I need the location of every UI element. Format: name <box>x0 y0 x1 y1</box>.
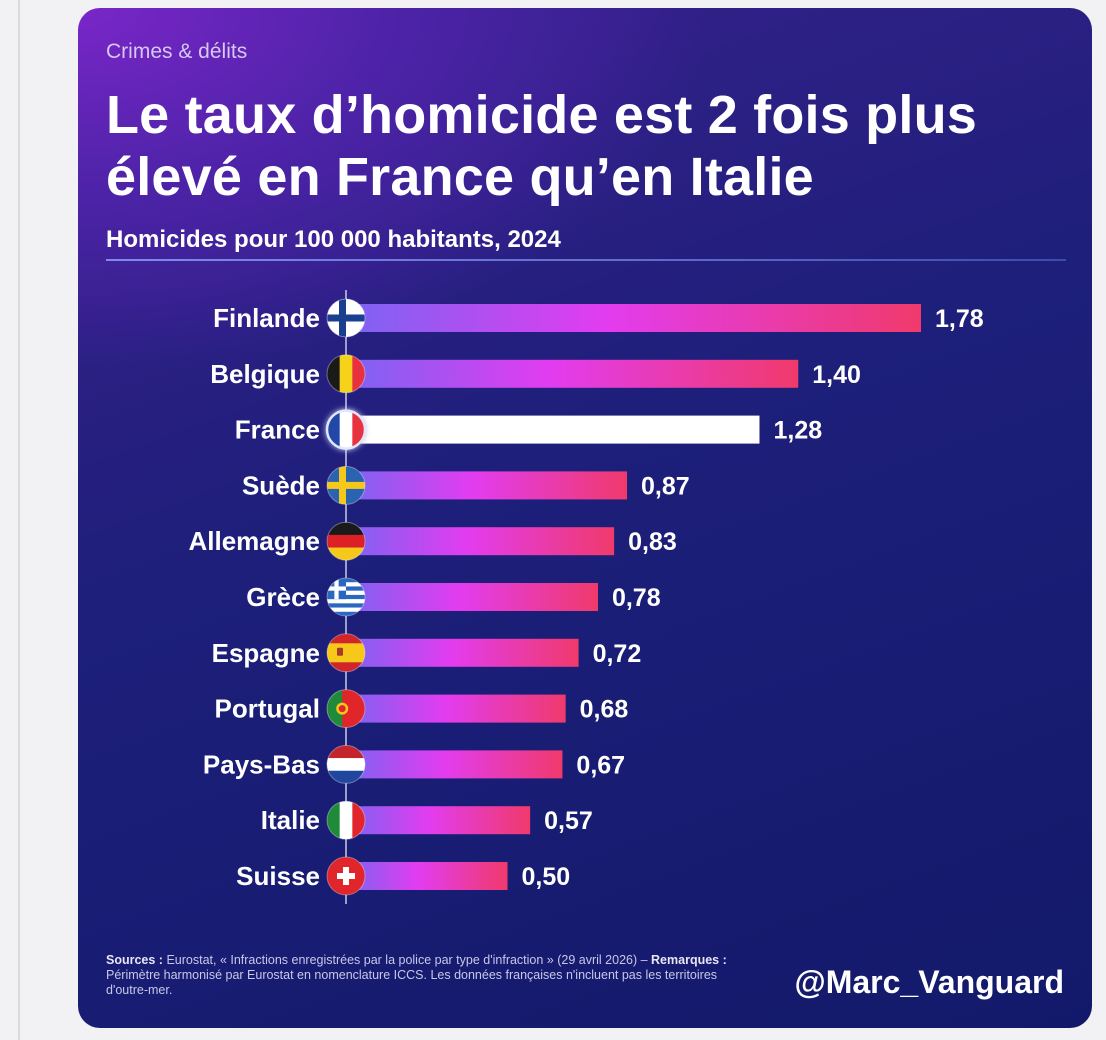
bar-belgique <box>346 359 799 388</box>
flag-spain-icon <box>326 633 366 673</box>
value-label: 0,72 <box>593 640 642 668</box>
bar-italie <box>346 806 531 835</box>
subtitle-divider <box>106 259 1066 261</box>
sources-label: Sources : <box>106 953 163 967</box>
value-label: 0,68 <box>580 696 629 724</box>
kicker-label: Crimes & délits <box>106 40 248 63</box>
flag-germany-icon <box>326 521 366 561</box>
flag-belgium-icon <box>326 354 366 394</box>
page-left-rule <box>18 0 20 1040</box>
category-label: Suisse <box>236 861 320 891</box>
category-label: Belgique <box>210 359 320 389</box>
flag-italy-icon <box>326 800 366 840</box>
value-label: 0,78 <box>612 584 661 612</box>
bar-grèce <box>346 583 598 611</box>
category-label: France <box>235 415 320 445</box>
flag-switzerland-icon <box>326 856 366 896</box>
bar-allemagne <box>346 527 615 556</box>
value-label: 1,78 <box>935 305 984 333</box>
flag-sweden-icon <box>326 465 366 505</box>
value-label: 0,50 <box>522 863 571 891</box>
sources-text: Eurostat, « Infractions enregistrées par… <box>162 953 652 967</box>
value-label: 1,28 <box>773 417 822 445</box>
remarks-text: Périmètre harmonisé par Eurostat en nome… <box>106 968 718 997</box>
chart-subtitle: Homicides pour 100 000 habitants, 2024 <box>106 226 561 253</box>
flag-netherlands-icon <box>326 744 366 784</box>
value-label: 0,87 <box>641 472 690 500</box>
bar-pays-bas <box>346 750 563 779</box>
flag-france-icon <box>325 409 367 450</box>
bar-espagne <box>346 638 579 667</box>
category-label: Grèce <box>246 582 320 612</box>
category-label: Allemagne <box>189 526 321 556</box>
infographic-card: Crimes & délits Le taux d’homicide est 2… <box>78 8 1092 1028</box>
flag-portugal-icon <box>326 689 366 729</box>
bar-france <box>346 415 760 444</box>
flag-finland-icon <box>326 298 366 338</box>
bar-finlande <box>346 304 921 332</box>
author-handle: @Marc_Vanguard <box>794 964 1064 1000</box>
chart-title: Le taux d’homicide est 2 fois plus élevé… <box>106 84 1066 208</box>
bar-suède <box>346 471 628 500</box>
category-label: Portugal <box>215 694 320 724</box>
category-label: Suède <box>242 470 320 500</box>
sources-note: Sources : Eurostat, « Infractions enregi… <box>106 953 746 998</box>
bar-suisse <box>346 862 508 890</box>
flag-greece-icon <box>326 577 366 617</box>
category-label: Italie <box>261 805 320 835</box>
value-label: 1,40 <box>812 361 861 389</box>
bar-portugal <box>346 694 566 723</box>
bar-chart: Finlande 1,78 Belgique 1,40 France 1,28 Suède 0… <box>189 290 984 904</box>
category-label: Espagne <box>212 638 320 668</box>
category-label: Pays-Bas <box>203 749 320 779</box>
value-label: 0,83 <box>628 528 677 556</box>
chart-title-line-1: Le taux d’homicide est 2 fois plus <box>106 85 977 145</box>
remarks-label: Remarques : <box>651 953 727 967</box>
value-label: 0,57 <box>544 807 593 835</box>
category-label: Finlande <box>213 303 320 333</box>
chart-title-line-2: élevé en France qu’en Italie <box>106 147 814 207</box>
value-label: 0,67 <box>576 751 625 779</box>
